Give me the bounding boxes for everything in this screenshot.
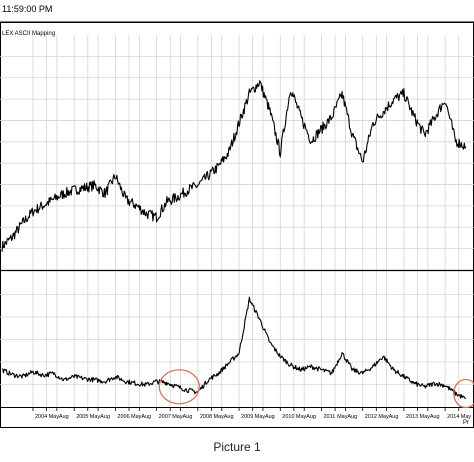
highlight-circle xyxy=(453,378,474,409)
x-tick-label: May xyxy=(172,414,183,420)
series-line-1 xyxy=(1,80,467,252)
x-tick-label: Aug xyxy=(224,414,234,420)
x-tick-label: Aug xyxy=(265,414,275,420)
x-tick-label: May xyxy=(49,414,60,420)
x-tick-label: Aug xyxy=(430,414,440,420)
highlight-circle xyxy=(158,369,200,405)
x-tick-label: Aug xyxy=(347,414,357,420)
x-tick-label: 2004 xyxy=(35,414,47,420)
x-tick-label: 2007 xyxy=(159,414,171,420)
series-line-2 xyxy=(1,296,467,400)
x-tick-label: Aug xyxy=(59,414,69,420)
x-tick-label: Aug xyxy=(183,414,193,420)
figure-caption: Picture 1 xyxy=(213,440,261,454)
x-tick-label: May xyxy=(461,414,472,420)
chart-symbol-label: LEX ASCII Mapping xyxy=(2,31,56,37)
x-tick-label: May xyxy=(213,414,224,420)
x-tick-label: Aug xyxy=(141,414,151,420)
chart-time-label: 11:59:00 PM xyxy=(2,4,53,14)
corner-label: Pr xyxy=(463,420,469,426)
chart-border xyxy=(0,22,474,428)
x-tick-label: 2010 xyxy=(282,414,294,420)
grid-layer xyxy=(0,21,474,428)
x-tick-label: 2014 xyxy=(447,414,459,420)
x-tick-label: May xyxy=(255,414,266,420)
x-tick-label: 2013 xyxy=(406,414,418,420)
x-tick-label: 2011 xyxy=(323,414,335,420)
x-tick-label: May xyxy=(337,414,348,420)
x-tick-label: May xyxy=(296,414,307,420)
x-tick-label: Aug xyxy=(100,414,110,420)
x-tick-label: May xyxy=(131,414,142,420)
x-tick-label: 2006 xyxy=(117,414,129,420)
x-tick-label: May xyxy=(378,414,389,420)
annotation-layer xyxy=(158,369,474,409)
chart-svg: 2004 May Aug 2005 May Aug 2006 May Aug 2007 May Aug… xyxy=(0,21,474,428)
x-tick-label: 2012 xyxy=(365,414,377,420)
x-axis: 2004 May Aug 2005 May Aug 2006 May Aug 2007 May Aug… xyxy=(32,407,472,420)
x-tick-label: 2008 xyxy=(200,414,212,420)
series-layer xyxy=(1,80,467,400)
x-tick-label: 2009 xyxy=(241,414,253,420)
x-tick-label: Aug xyxy=(306,414,316,420)
x-tick-label: May xyxy=(420,414,431,420)
x-tick-label: May xyxy=(90,414,101,420)
x-tick-label: Aug xyxy=(389,414,399,420)
chart-frame: 2004 May Aug 2005 May Aug 2006 May Aug 2007 May Aug… xyxy=(0,21,474,428)
x-tick-label: 2005 xyxy=(76,414,88,420)
